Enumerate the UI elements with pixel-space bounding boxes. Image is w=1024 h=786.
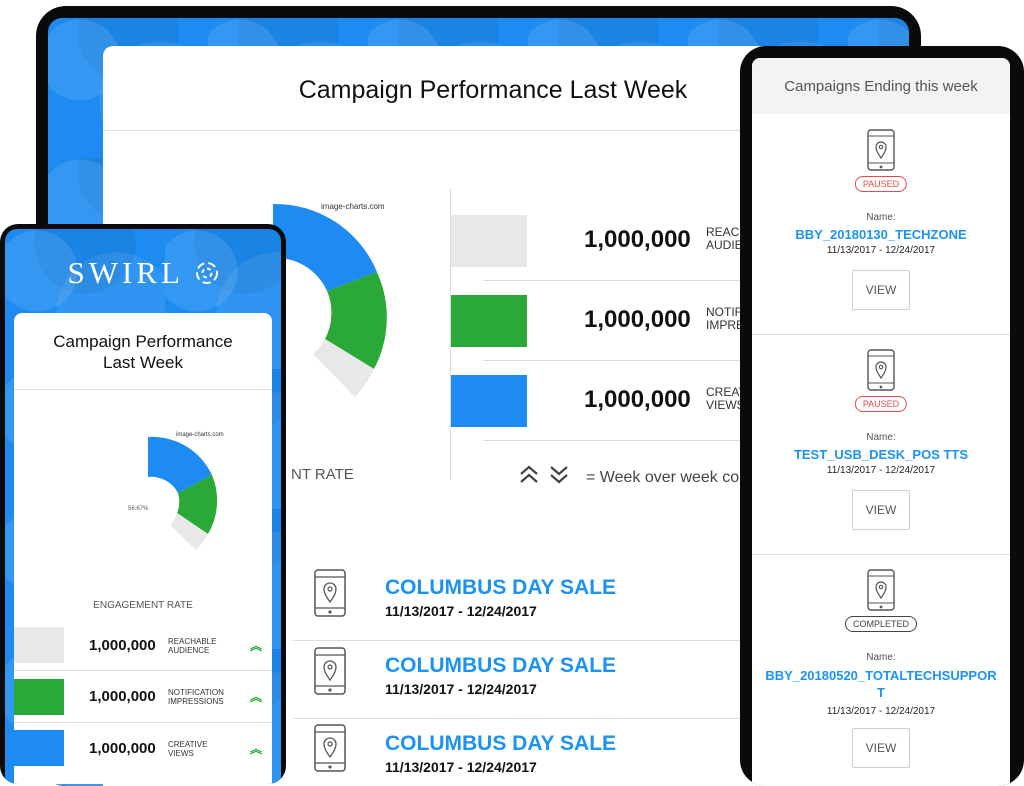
stat-value: 1,000,000 bbox=[584, 386, 691, 413]
stat-color-bar bbox=[451, 295, 527, 347]
campaign-name-link[interactable]: COLUMBUS DAY SALE bbox=[385, 732, 617, 755]
divider bbox=[752, 554, 1010, 555]
stat-value: 1,000,000 bbox=[89, 688, 156, 705]
campaign-card: PAUSED Name: BBY_20180130_TECHZONE 11/13… bbox=[752, 114, 1010, 334]
stat-label: NOTIFICATION IMPRESSIONS bbox=[168, 688, 224, 706]
mobile-location-icon bbox=[867, 349, 895, 391]
campaign-card: PAUSED Name: TEST_USB_DESK_POS TTS 11/13… bbox=[752, 334, 1010, 554]
chart-percent-label: 56.67% bbox=[128, 506, 149, 512]
mobile-location-icon bbox=[313, 723, 347, 773]
divider bbox=[14, 389, 272, 390]
stat-color-bar bbox=[451, 215, 527, 267]
donut-segment-green bbox=[177, 475, 218, 534]
stat-color-bar bbox=[14, 730, 64, 766]
campaigns-ending-header: Campaigns Ending this week bbox=[752, 58, 1010, 114]
chart-watermark: image-charts.com bbox=[321, 202, 385, 211]
divider bbox=[103, 130, 893, 131]
legend-text: = Week over week co bbox=[586, 469, 740, 486]
page-title: Campaign Performance Last Week bbox=[53, 332, 233, 372]
campaign-dates: 11/13/2017 - 12/24/2017 bbox=[385, 681, 537, 697]
stat-value: 1,000,000 bbox=[89, 637, 156, 654]
phone-left-dashboard-card: Campaign Performance Last Week image-char… bbox=[14, 313, 272, 784]
donut-segment-blue bbox=[148, 436, 212, 493]
phone-right-screen: Campaigns Ending this week PAUSED Name: … bbox=[752, 58, 1010, 786]
stat-value: 1,000,000 bbox=[584, 306, 691, 333]
stat-value: 1,000,000 bbox=[584, 226, 691, 253]
name-label: Name: bbox=[866, 432, 896, 443]
status-badge: COMPLETED bbox=[844, 616, 918, 632]
stat-label: REACHABLE AUDIENCE bbox=[168, 637, 217, 655]
campaign-dates: 11/13/2017 - 12/24/2017 bbox=[385, 603, 537, 619]
engagement-rate-label: ENGAGEMENT RATE bbox=[93, 600, 193, 611]
swirl-logo-icon bbox=[195, 262, 218, 284]
page-title: Campaign Performance Last Week bbox=[298, 76, 688, 104]
engagement-donut-chart: image-charts.com 56.67% bbox=[128, 432, 224, 550]
chart-watermark: image-charts.com bbox=[176, 432, 224, 438]
divider bbox=[14, 722, 272, 723]
status-badge: PAUSED bbox=[854, 396, 908, 412]
name-label: Name: bbox=[866, 212, 896, 223]
divider bbox=[293, 640, 893, 641]
engagement-donut-chart: image-charts.com bbox=[273, 202, 387, 397]
divider bbox=[450, 188, 451, 480]
view-button[interactable]: VIEW bbox=[852, 490, 910, 530]
view-button[interactable]: VIEW bbox=[852, 728, 910, 768]
divider bbox=[483, 440, 903, 441]
divider bbox=[14, 670, 272, 671]
chevron-double-down-icon bbox=[550, 466, 568, 484]
campaign-name-link[interactable]: BBY_20180130_TECHZONE bbox=[795, 227, 967, 242]
donut-segment-gray bbox=[170, 513, 208, 550]
chevron-double-up-icon: ︽ bbox=[250, 639, 263, 653]
mobile-location-icon bbox=[313, 568, 347, 618]
section-title: Campaigns Ending this week bbox=[784, 78, 978, 95]
swirl-logo: SWIRL bbox=[5, 255, 281, 291]
donut-segment-green bbox=[325, 272, 387, 369]
stat-label: CREATI VIEWS bbox=[706, 385, 750, 412]
divider bbox=[483, 360, 903, 361]
mobile-location-icon bbox=[313, 646, 347, 696]
status-badge: PAUSED bbox=[854, 176, 908, 192]
mobile-location-icon bbox=[867, 569, 895, 611]
campaign-name-link[interactable]: TEST_USB_DESK_POS TTS bbox=[793, 447, 969, 462]
divider bbox=[752, 334, 1010, 335]
engagement-rate-label: NT RATE bbox=[291, 466, 354, 483]
view-button[interactable]: VIEW bbox=[852, 270, 910, 310]
campaign-card: COMPLETED Name: BBY_20180520_TOTALTECHSU… bbox=[752, 554, 1010, 786]
campaign-name-link[interactable]: BBY_20180520_TOTALTECHSUPPOR T bbox=[765, 668, 997, 700]
stat-label: CREATIVE VIEWS bbox=[168, 740, 208, 758]
campaign-name-link[interactable]: COLUMBUS DAY SALE bbox=[385, 654, 617, 677]
divider bbox=[293, 718, 893, 719]
chevron-double-up-icon bbox=[520, 465, 538, 483]
stat-color-bar bbox=[14, 627, 64, 663]
campaign-dates: 11/13/2017 - 12/24/2017 bbox=[826, 245, 936, 256]
chevron-double-up-icon: ︽ bbox=[250, 690, 263, 704]
donut-segment-blue bbox=[273, 203, 377, 291]
name-label: Name: bbox=[866, 652, 896, 663]
stat-color-bar bbox=[14, 679, 64, 715]
mobile-location-icon bbox=[867, 129, 895, 171]
phone-left-frame: SWIRL Campaign Performance Last Week imag… bbox=[0, 224, 286, 784]
campaign-name-link[interactable]: COLUMBUS DAY SALE bbox=[385, 576, 617, 599]
campaign-dates: 11/13/2017 - 12/24/2017 bbox=[385, 759, 537, 775]
stat-color-bar bbox=[451, 375, 527, 427]
phone-left-screen: SWIRL Campaign Performance Last Week imag… bbox=[5, 229, 281, 784]
donut-segment-gray bbox=[313, 339, 374, 397]
stat-value: 1,000,000 bbox=[89, 740, 156, 757]
chevron-double-up-icon: ︽ bbox=[250, 742, 263, 756]
phone-right-frame: Campaigns Ending this week PAUSED Name: … bbox=[740, 46, 1024, 786]
campaign-dates: 11/13/2017 - 12/24/2017 bbox=[826, 706, 936, 717]
campaign-dates: 11/13/2017 - 12/24/2017 bbox=[826, 465, 936, 476]
divider bbox=[483, 280, 903, 281]
